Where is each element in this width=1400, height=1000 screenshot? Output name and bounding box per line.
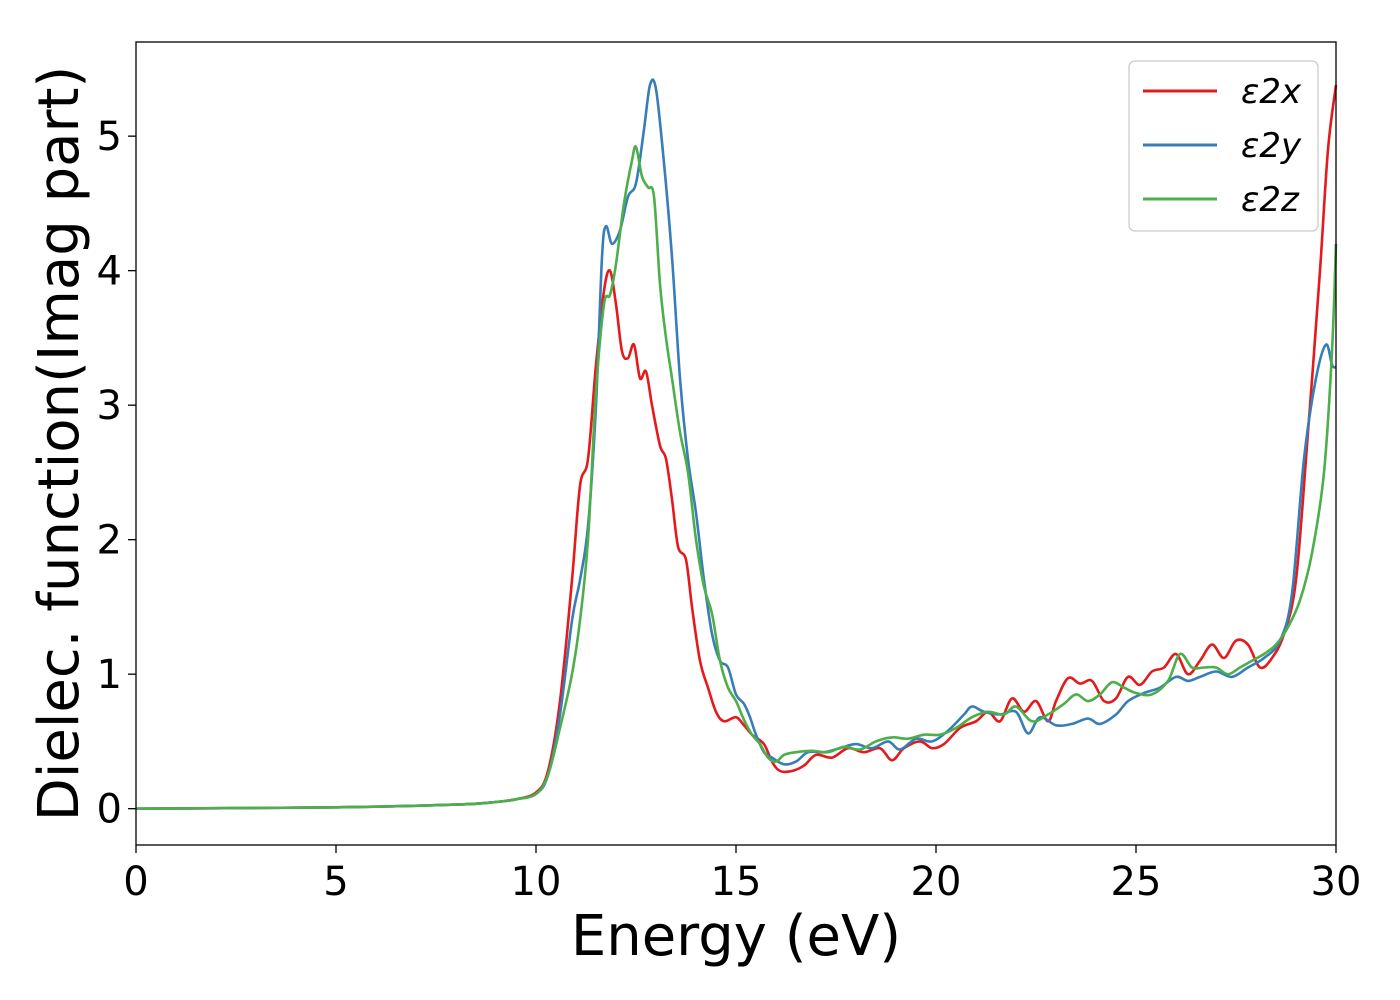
legend-box <box>1128 60 1319 232</box>
y-tick-label: 2 <box>97 518 122 564</box>
legend-label: ε2x <box>1241 72 1302 112</box>
x-tick-label: 15 <box>711 859 762 905</box>
series-line-2 <box>135 78 1337 810</box>
series-line-1 <box>135 84 1338 810</box>
series-layer <box>135 78 1338 810</box>
x-tick-label: 5 <box>323 859 348 905</box>
y-axis-ticks: 0 1 2 3 4 5 <box>97 114 136 833</box>
legend-label: ε2y <box>1241 126 1302 166</box>
y-tick-label: 1 <box>97 652 122 698</box>
legend: ε2x ε2y ε2z <box>1128 60 1319 232</box>
y-tick-label: 5 <box>97 114 122 160</box>
y-tick-label: 0 <box>97 787 122 833</box>
x-tick-label: 25 <box>1111 859 1162 905</box>
x-tick-label: 30 <box>1311 859 1362 905</box>
x-tick-label: 0 <box>123 859 148 905</box>
x-tick-label: 10 <box>511 859 562 905</box>
y-tick-label: 4 <box>97 249 122 295</box>
x-tick-label: 20 <box>911 859 962 905</box>
x-axis-ticks: 0 5 10 15 20 25 30 <box>123 845 1361 905</box>
y-tick-label: 3 <box>97 383 122 429</box>
y-axis-label: Dielec. function(Imag part) <box>27 66 92 822</box>
legend-label: ε2z <box>1241 180 1300 220</box>
x-axis-label: Energy (eV) <box>571 904 901 969</box>
series-line-3 <box>135 145 1338 810</box>
